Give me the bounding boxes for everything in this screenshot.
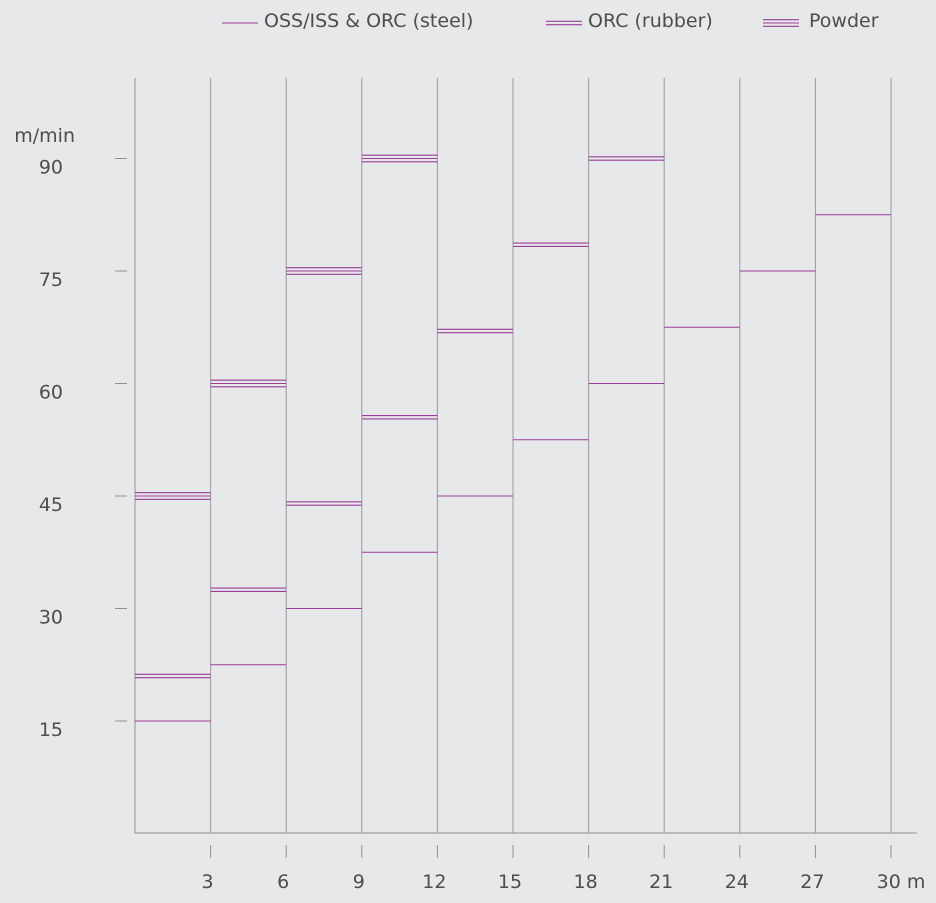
x-tick-label: 27 xyxy=(800,871,824,893)
speed-segment xyxy=(210,587,287,592)
y-tick-label: 15 xyxy=(39,719,63,741)
speed-segment xyxy=(361,154,438,163)
axes xyxy=(115,78,917,858)
legend-item: OSS/ISS & ORC (steel) xyxy=(222,10,473,32)
x-tick-label: 6 xyxy=(277,871,289,893)
y-axis-label: m/min xyxy=(14,125,75,147)
speed-segment xyxy=(513,242,589,247)
y-tick-label: 75 xyxy=(39,269,63,291)
x-tick-label: 30 m xyxy=(877,871,926,893)
series-lines xyxy=(135,154,891,722)
x-tick-label: 18 xyxy=(574,871,598,893)
speed-segment xyxy=(210,379,287,388)
x-tick-label: 12 xyxy=(422,871,446,893)
x-tick-label: 24 xyxy=(725,871,749,893)
series-2 xyxy=(135,156,665,679)
speed-segment xyxy=(286,267,362,275)
legend: OSS/ISS & ORC (steel) ORC (rubber) Powder xyxy=(222,10,879,32)
speed-segment xyxy=(286,501,362,506)
x-tick-label: 21 xyxy=(649,871,673,893)
speed-segment xyxy=(588,156,665,161)
y-tick-label: 60 xyxy=(39,382,63,404)
x-tick-label: 9 xyxy=(353,871,365,893)
y-tick-label: 30 xyxy=(39,607,63,629)
legend-item: ORC (rubber) xyxy=(546,10,713,32)
speed-segment xyxy=(135,673,211,679)
legend-label: OSS/ISS & ORC (steel) xyxy=(264,10,473,32)
x-tick-label: 15 xyxy=(498,871,522,893)
legend-label: Powder xyxy=(809,10,879,32)
speed-segment xyxy=(135,492,211,500)
y-tick-label: 90 xyxy=(39,157,63,179)
legend-item: Powder xyxy=(763,10,879,32)
series-1 xyxy=(135,214,891,722)
legend-label: ORC (rubber) xyxy=(588,10,713,32)
x-tick-label: 3 xyxy=(202,871,214,893)
speed-segment xyxy=(361,415,438,420)
series-3 xyxy=(135,154,438,500)
grid-lines xyxy=(210,78,892,833)
tick-labels: 3 6 9 12 15 18 21 24 27 30 m 15 30 45 60 75 90 m/min xyxy=(14,125,925,893)
y-tick-label: 45 xyxy=(39,494,63,516)
speed-segment xyxy=(437,328,513,334)
